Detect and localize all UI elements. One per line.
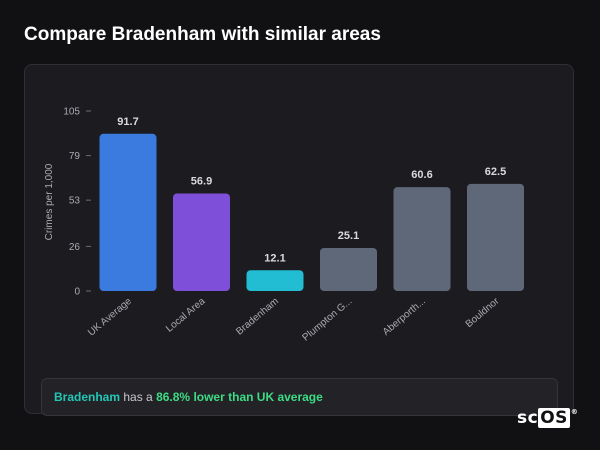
page-title: Compare Bradenham with similar areas: [24, 24, 381, 45]
y-axis-label: Crimes per 1,000: [44, 163, 55, 240]
brand-sc: sc: [517, 408, 539, 428]
brand-logo: sc OS ®: [517, 408, 578, 428]
bar: [393, 187, 451, 291]
bar-value-label: 91.7: [117, 116, 138, 128]
summary-text: has a: [123, 390, 153, 404]
brand-os: OS: [538, 408, 570, 428]
summary-stat: 86.8% lower than UK average: [156, 390, 323, 404]
comparison-summary: Bradenham has a 86.8% lower than UK aver…: [41, 378, 558, 416]
x-tick-label: Local Area: [164, 296, 208, 335]
bar: [320, 247, 377, 291]
x-tick-label: UK Average: [86, 296, 134, 339]
x-axis-tick-labels: UK Average Local Area Bradenham Plumpton G.…: [86, 295, 502, 343]
x-tick-label: Plumpton G...: [301, 296, 355, 344]
bar: [173, 193, 230, 291]
y-tick-label: 105: [63, 107, 80, 118]
bar-value-label: 62.5: [485, 166, 506, 178]
y-axis-ticks: 0 26 53 79 105: [63, 107, 91, 298]
y-tick-label: 53: [69, 196, 81, 207]
x-tick-label: Bradenham: [234, 296, 281, 338]
x-tick-label: Bouldnor: [464, 295, 502, 330]
x-tick-label: Aberporth...: [381, 296, 428, 338]
bar-value-label: 25.1: [338, 230, 359, 242]
bar-value-label: 60.6: [411, 169, 432, 181]
y-tick-label: 26: [69, 242, 81, 253]
comparison-card: Crimes per 1,000 0 26 53 79 105 91.7 56.9 12.1…: [24, 64, 574, 416]
summary-area-name: Bradenham: [54, 390, 121, 404]
bar: [99, 133, 157, 291]
bar: [246, 270, 304, 291]
brand-mark: ®: [570, 408, 579, 416]
bar-series: 91.7 56.9 12.1 25.1 60.6 62.5: [99, 116, 524, 291]
bar: [467, 183, 524, 291]
y-tick-label: 79: [69, 151, 81, 162]
crime-comparison-chart: Crimes per 1,000 0 26 53 79 105 91.7 56.9 12.1…: [44, 107, 524, 344]
bar-value-label: 56.9: [191, 175, 212, 187]
y-tick-label: 0: [74, 287, 80, 298]
bar-value-label: 12.1: [264, 252, 285, 264]
